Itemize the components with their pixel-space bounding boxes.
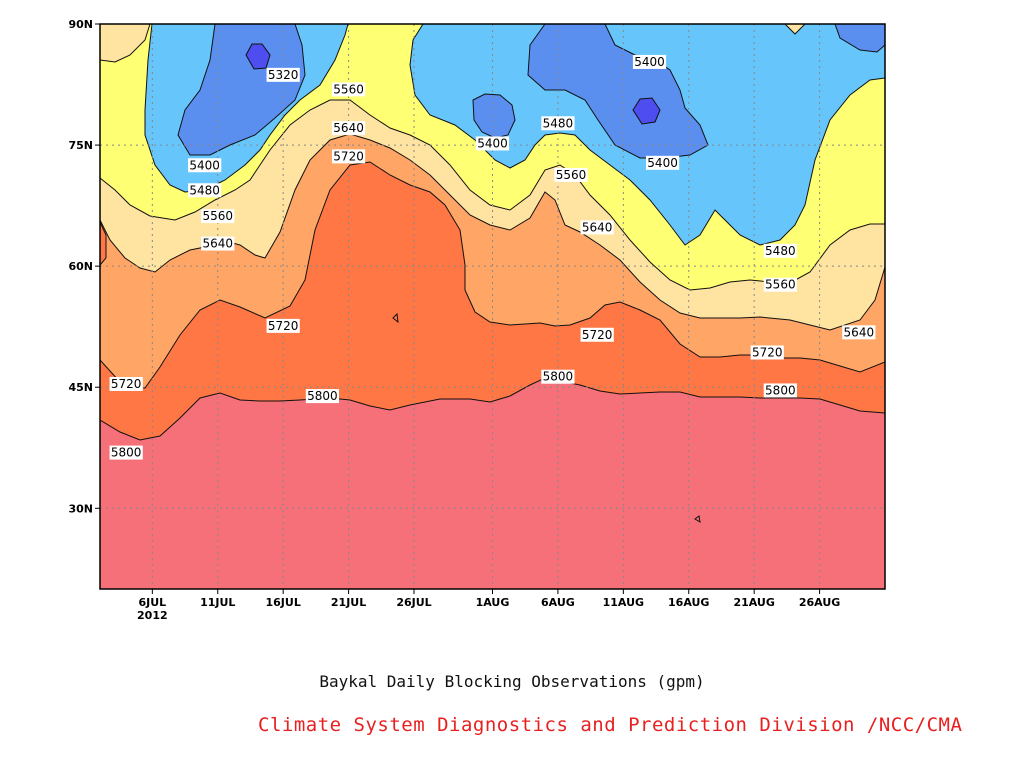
- contour-label-bg: [645, 155, 680, 170]
- contour-label-bg: [331, 149, 366, 164]
- contour-5720: [100, 161, 885, 389]
- contour-label-bg: [842, 325, 876, 340]
- contour-label: 5400: [634, 55, 665, 69]
- contour-labels: 5320 5560 5640 5720 5400 5480 5560 5640 5720 5720…: [109, 54, 876, 460]
- x-tick-label: 11AUG: [603, 596, 644, 609]
- contour-5640: [100, 24, 151, 63]
- contour-5640: [784, 24, 806, 35]
- contour-label-bg: [475, 136, 510, 151]
- y-axis: 90N 75N 60N 45N 30N: [68, 18, 100, 515]
- contour-5800: [100, 221, 107, 266]
- contour-lines: [100, 24, 885, 523]
- y-tick-label: 30N: [68, 502, 93, 515]
- contour-label: 5400: [189, 158, 220, 172]
- contour-label: 5560: [765, 278, 796, 292]
- contour-label: 5800: [765, 383, 796, 397]
- contour-label: 5720: [582, 328, 613, 342]
- x-year-label: 2012: [137, 609, 168, 622]
- contour-label: 5640: [202, 237, 233, 251]
- contour-label-bg: [554, 167, 588, 182]
- contour-label: 5560: [556, 168, 587, 182]
- grid-lines: [100, 24, 885, 589]
- contour-label: 5720: [333, 149, 364, 163]
- contour-label: 5720: [268, 319, 299, 333]
- contour-label: 5800: [307, 389, 338, 403]
- contour-label-bg: [188, 158, 222, 173]
- contour-5480: [144, 24, 349, 193]
- contour-label: 5480: [543, 116, 574, 130]
- contour-5320: [632, 97, 661, 125]
- band-below-5320: [633, 98, 660, 124]
- contour-label-bg: [266, 67, 300, 82]
- contour-label-bg: [188, 183, 222, 198]
- contour-label: 5320: [268, 68, 299, 82]
- contour-label-bg: [331, 82, 366, 97]
- contour-label-bg: [763, 383, 797, 398]
- contour-label-bg: [201, 209, 235, 224]
- band-5560-5640-top: [785, 24, 805, 34]
- contour-label: 5720: [111, 377, 142, 391]
- x-tick-label: 26AUG: [799, 596, 840, 609]
- contour-label-bg: [331, 121, 366, 136]
- contour-label-bg: [763, 243, 797, 258]
- contour-label: 5480: [189, 183, 220, 197]
- x-tick-label: 21AUG: [733, 596, 774, 609]
- contour-5800: [392, 312, 399, 324]
- y-tick-label: 60N: [68, 260, 93, 273]
- contour-label: 5400: [647, 156, 678, 170]
- contour-label-bg: [109, 445, 143, 460]
- contour-label: 5400: [477, 136, 508, 150]
- contour-5400: [177, 24, 306, 156]
- x-tick-label: 16JUL: [265, 596, 300, 609]
- contour-label-bg: [541, 116, 575, 131]
- contour-5400: [834, 24, 885, 53]
- contour-label-bg: [763, 277, 797, 292]
- x-tick-label: 16AUG: [668, 596, 709, 609]
- contour-label: 5560: [202, 209, 233, 223]
- contour-label: 5560: [333, 82, 364, 96]
- contour-5400: [472, 93, 516, 139]
- contour-label: 5640: [333, 121, 364, 135]
- band-5320-5400: [473, 94, 515, 138]
- contour-label-bg: [266, 318, 300, 333]
- contour-label-bg: [750, 345, 784, 360]
- contour-label: 5800: [111, 446, 142, 460]
- contour-label-bg: [201, 236, 235, 251]
- chart-caption: Baykal Daily Blocking Observations (gpm): [319, 672, 705, 691]
- band-below-5320: [246, 44, 270, 69]
- y-tick-label: 45N: [68, 381, 93, 394]
- band-5560-5640-top: [100, 24, 150, 62]
- contour-label: 5640: [582, 220, 613, 234]
- contour-label-bg: [541, 369, 575, 384]
- x-tick-label: 1AUG: [476, 596, 510, 609]
- contour-5480: [409, 24, 885, 246]
- credit-line: Climate System Diagnostics and Predictio…: [258, 714, 963, 736]
- contour-5800: [100, 377, 885, 441]
- x-tick-label: 6AUG: [541, 596, 575, 609]
- contour-5560: [100, 99, 885, 291]
- x-tick-label: 26JUL: [396, 596, 431, 609]
- contour-label: 5800: [543, 370, 574, 384]
- contour-label-bg: [580, 220, 614, 235]
- y-tick-label: 75N: [68, 139, 93, 152]
- x-tick-label: 21JUL: [331, 596, 366, 609]
- contour-5800: [694, 515, 701, 523]
- band-5320-5400: [835, 24, 885, 52]
- contour-5320: [245, 43, 271, 70]
- band-5320-5400: [528, 24, 708, 158]
- contour-label-bg: [305, 389, 340, 404]
- x-tick-label: 11JUL: [200, 596, 235, 609]
- band-5320-5400: [178, 24, 305, 155]
- x-tick-label: 6JUL: [138, 596, 166, 609]
- contour-label-bg: [632, 54, 667, 69]
- contour-label: 5720: [752, 346, 783, 360]
- contour-label-bg: [580, 327, 614, 342]
- contour-chart: 5320 5560 5640 5720 5400 5480 5560 5640 5720 5720…: [68, 18, 886, 622]
- contour-label-bg: [109, 376, 143, 391]
- y-tick-label: 90N: [68, 18, 93, 31]
- contour-label: 5640: [844, 325, 875, 339]
- contour-label: 5480: [765, 244, 796, 258]
